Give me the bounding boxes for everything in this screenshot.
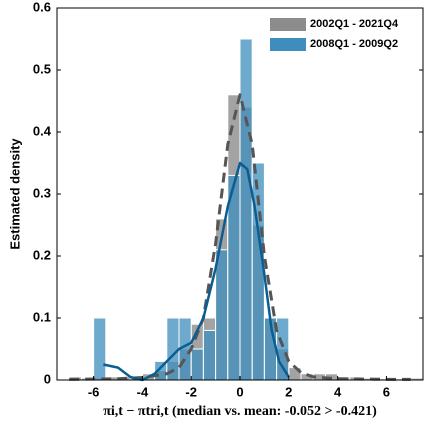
bar [93,317,107,381]
y-tick-label: 0 [44,371,51,386]
legend: 2002Q1 - 2021Q4 2008Q1 - 2009Q2 [268,16,418,56]
y-tick-label: 0.4 [33,123,52,138]
legend-swatch [270,18,306,31]
y-tick-label: 0.1 [33,309,51,324]
legend-swatch [270,38,306,51]
y-tick-label: 0.2 [33,247,51,262]
y-tick-label: 0.6 [33,0,51,14]
x-tick-label: -6 [88,384,100,399]
bar [239,38,253,381]
x-tick-label: -4 [137,384,149,399]
bar [227,174,241,381]
x-tick-label: 6 [383,384,390,399]
legend-label: 2008Q1 - 2009Q2 [310,38,398,50]
y-tick-label: 0.3 [33,185,51,200]
x-axis-label: πi,t − πtri,t (median vs. mean: -0.052 >… [103,404,377,419]
y-axis-label: Estimated density [7,138,22,250]
x-tick-label: 4 [334,384,342,399]
x-tick-label: 0 [236,384,243,399]
x-tick-label: -2 [185,384,197,399]
density-curve [103,161,290,382]
legend-label: 2002Q1 - 2021Q4 [310,18,399,30]
y-tick-label: 0.5 [33,61,51,76]
bar [215,249,229,381]
bar [276,317,290,381]
bar [190,348,204,381]
x-tick-label: 2 [285,384,292,399]
bar [202,329,217,381]
density-curve [69,93,411,381]
